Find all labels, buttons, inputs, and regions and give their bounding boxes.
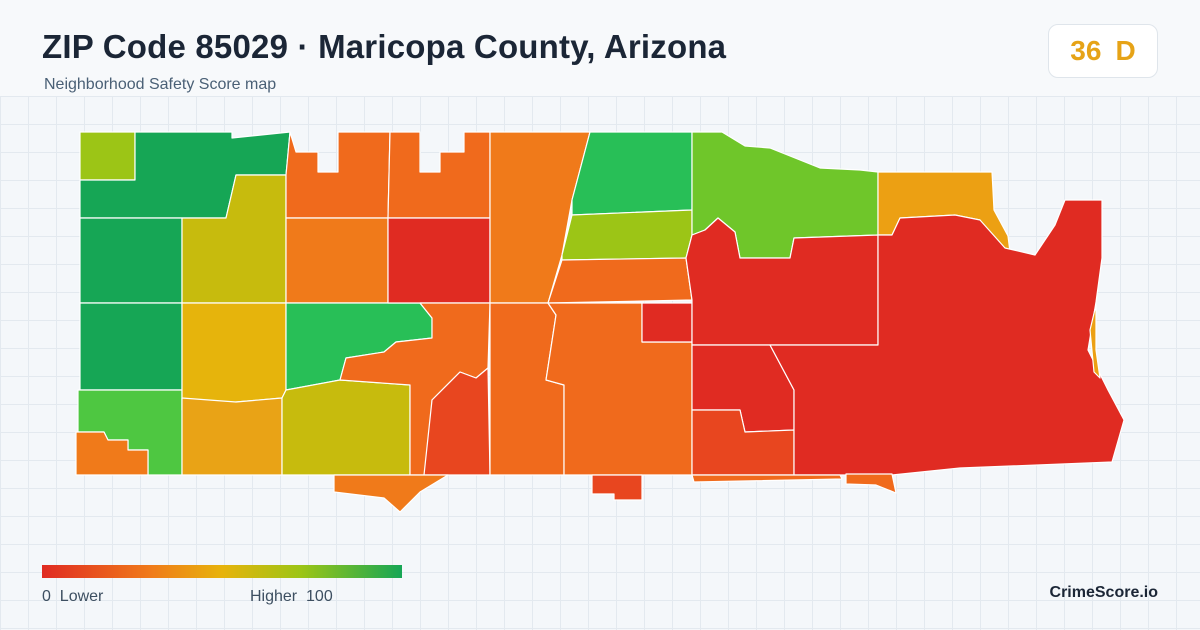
map-region[interactable]	[75, 431, 149, 476]
map-region[interactable]	[333, 474, 449, 513]
map-region[interactable]	[769, 199, 1125, 476]
page-title: ZIP Code 85029 · Maricopa County, Arizon…	[42, 28, 727, 65]
map-region[interactable]	[489, 302, 565, 476]
map-region[interactable]	[387, 131, 491, 219]
header-band	[0, 0, 1200, 96]
legend-max-label: Higher 100	[250, 588, 333, 605]
map-region[interactable]	[285, 217, 389, 304]
map-region[interactable]	[691, 474, 843, 483]
map-region[interactable]	[79, 217, 183, 304]
map-region[interactable]	[181, 302, 287, 411]
map-region[interactable]	[281, 379, 411, 476]
map-region[interactable]	[571, 131, 693, 216]
map-region[interactable]	[285, 131, 391, 219]
legend-gradient-bar	[42, 565, 402, 578]
map-region[interactable]	[79, 131, 136, 181]
map-region[interactable]	[387, 217, 491, 304]
map-region[interactable]	[561, 209, 693, 261]
map-region[interactable]	[641, 302, 693, 343]
safety-score-value: 36	[1070, 35, 1102, 66]
page-subtitle: Neighborhood Safety Score map	[44, 76, 277, 93]
map-region[interactable]	[181, 397, 283, 476]
map-region[interactable]	[1089, 304, 1101, 379]
safety-score-badge: 36 D	[1048, 24, 1158, 78]
map-region[interactable]	[79, 302, 183, 391]
map-region[interactable]	[591, 474, 643, 501]
legend-min-label: 0 Lower	[42, 588, 104, 605]
brand-logo-text[interactable]: CrimeScore.io	[1049, 584, 1158, 601]
map-region[interactable]	[845, 473, 897, 494]
safety-grade: D	[1115, 35, 1136, 66]
map-region[interactable]	[547, 257, 693, 304]
